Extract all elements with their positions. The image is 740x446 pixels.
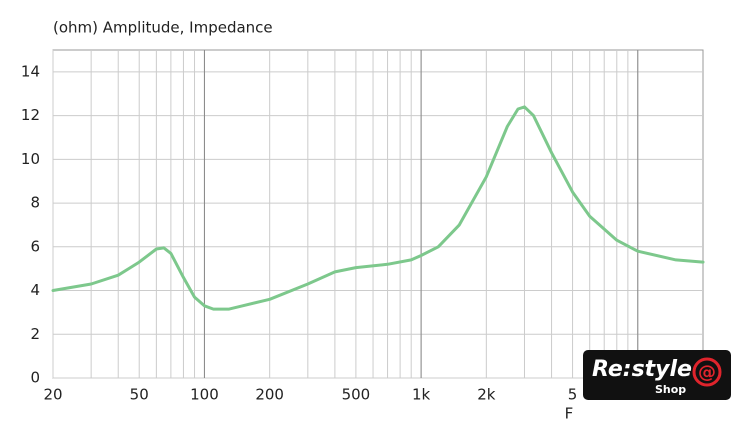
- logo-brand: Re:style: [592, 357, 692, 382]
- y-tick-label: 10: [21, 150, 40, 168]
- y-tick-label: 14: [21, 62, 40, 80]
- y-tick-label: 8: [30, 194, 40, 212]
- y-tick-label: 12: [21, 106, 40, 124]
- y-tick-label: 4: [30, 281, 40, 299]
- x-tick-label: 50: [130, 386, 149, 404]
- chart-title: (ohm) Amplitude, Impedance: [53, 19, 273, 37]
- x-tick-label: 1k: [412, 386, 431, 404]
- x-tick-label: 200: [255, 386, 284, 404]
- logo-bg: [583, 350, 731, 400]
- logo-mark: @: [698, 362, 716, 383]
- x-axis-label: F: [565, 405, 574, 423]
- y-tick-label: 6: [30, 237, 40, 255]
- y-tick-label: 2: [30, 325, 40, 343]
- logo: Re:style Shop @: [583, 350, 731, 400]
- y-tick-label: 0: [30, 369, 40, 387]
- x-tick-label: 5: [568, 386, 578, 404]
- x-tick-label: 500: [342, 386, 371, 404]
- impedance-line: [51, 105, 705, 311]
- plot-area: [52, 49, 704, 379]
- logo-ring: [692, 357, 722, 387]
- x-tick-label: 100: [190, 386, 219, 404]
- logo-sub: Shop: [655, 383, 686, 396]
- x-tick-label: 20: [43, 386, 62, 404]
- x-tick-label: 2k: [477, 386, 496, 404]
